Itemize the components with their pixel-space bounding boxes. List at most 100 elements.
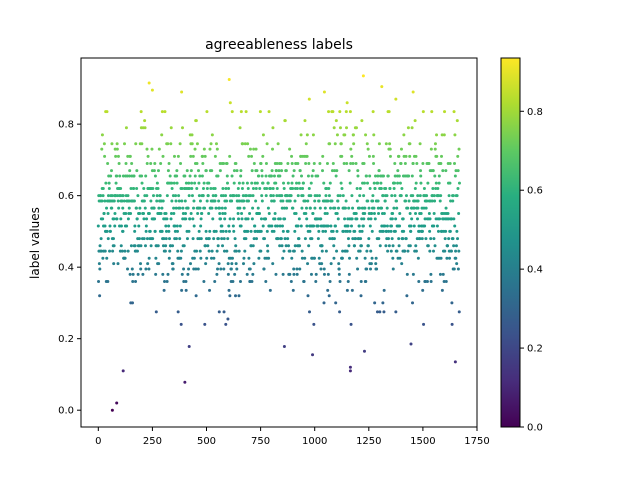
scatter-point xyxy=(364,133,368,137)
scatter-point xyxy=(363,212,367,216)
scatter-point xyxy=(100,147,104,151)
scatter-point xyxy=(212,256,216,260)
scatter-point xyxy=(254,199,258,203)
scatter-point xyxy=(167,161,171,165)
scatter-point xyxy=(312,161,316,165)
scatter-point xyxy=(404,154,408,158)
scatter-point xyxy=(414,244,418,248)
scatter-point xyxy=(397,154,401,158)
scatter-point xyxy=(452,217,456,221)
scatter-point xyxy=(285,194,289,198)
scatter-point xyxy=(217,199,221,203)
scatter-point xyxy=(323,206,327,210)
scatter-point xyxy=(121,174,125,178)
scatter-point xyxy=(166,272,170,276)
scatter-point xyxy=(184,217,188,221)
scatter-point xyxy=(266,249,270,253)
scatter-point xyxy=(371,194,375,198)
scatter-point xyxy=(447,194,451,198)
scatter-point xyxy=(381,229,385,233)
scatter-point xyxy=(326,272,330,276)
y-axis: 0.0 0.2 0.4 0.6 0.8 xyxy=(58,120,81,417)
scatter-point xyxy=(391,244,395,248)
x-tick-label: 1500 xyxy=(410,436,435,447)
scatter-point xyxy=(184,212,188,216)
scatter-point xyxy=(377,169,381,173)
scatter-point xyxy=(242,262,246,266)
scatter-point xyxy=(232,229,236,233)
scatter-point xyxy=(213,154,217,158)
scatter-point xyxy=(235,194,239,198)
scatter-point xyxy=(255,181,259,185)
scatter-point xyxy=(140,174,144,178)
scatter-point xyxy=(206,244,210,248)
scatter-point xyxy=(237,181,241,185)
scatter-point xyxy=(322,267,326,271)
scatter-point xyxy=(291,187,295,191)
scatter-point xyxy=(137,224,141,228)
scatter-point xyxy=(143,119,147,123)
scatter-point xyxy=(234,249,238,253)
scatter-point xyxy=(343,206,347,210)
scatter-point xyxy=(172,206,176,210)
scatter-point xyxy=(307,244,311,248)
scatter-point xyxy=(295,187,299,191)
scatter-point xyxy=(160,133,164,137)
scatter-point xyxy=(335,212,339,216)
scatter-point xyxy=(300,249,304,253)
scatter-point xyxy=(124,126,128,130)
y-tick-label: 0.0 xyxy=(58,406,74,417)
scatter-point xyxy=(108,249,112,253)
scatter-point xyxy=(332,237,336,241)
scatter-point xyxy=(116,154,120,158)
scatter-point xyxy=(393,194,397,198)
scatter-point xyxy=(232,217,236,221)
scatter-point xyxy=(310,174,314,178)
scatter-point xyxy=(150,88,154,92)
scatter-point xyxy=(320,249,324,253)
scatter-point xyxy=(142,217,146,221)
scatter-point xyxy=(239,224,243,228)
scatter-point xyxy=(301,181,305,185)
scatter-point xyxy=(347,206,351,210)
scatter-point xyxy=(371,199,375,203)
scatter-point xyxy=(368,224,372,228)
scatter-point xyxy=(178,206,182,210)
scatter-point xyxy=(201,187,205,191)
scatter-point xyxy=(157,206,161,210)
scatter-point xyxy=(384,187,388,191)
scatter-point xyxy=(286,237,290,241)
scatter-point xyxy=(312,322,316,326)
scatter-point xyxy=(147,267,151,271)
scatter-point xyxy=(216,267,220,271)
scatter-point xyxy=(452,267,456,271)
scatter-point xyxy=(400,187,404,191)
scatter-point xyxy=(296,194,300,198)
scatter-point xyxy=(201,154,205,158)
scatter-point xyxy=(431,187,435,191)
scatter-point xyxy=(433,199,437,203)
scatter-point xyxy=(105,110,109,114)
scatter-point xyxy=(444,229,448,233)
scatter-point xyxy=(433,174,437,178)
scatter-point xyxy=(303,199,307,203)
scatter-point xyxy=(327,187,331,191)
scatter-point xyxy=(318,161,322,165)
scatter-point xyxy=(413,187,417,191)
scatter-point xyxy=(411,272,415,276)
scatter-point xyxy=(412,224,416,228)
scatter-point xyxy=(110,408,114,412)
scatter-point xyxy=(141,272,145,276)
scatter-point xyxy=(363,256,367,260)
scatter-point xyxy=(320,262,324,266)
scatter-point xyxy=(139,267,143,271)
scatter-point xyxy=(367,217,371,221)
scatter-point xyxy=(401,237,405,241)
scatter-point xyxy=(258,212,262,216)
scatter-point xyxy=(132,187,136,191)
scatter-point xyxy=(245,194,249,198)
scatter-point xyxy=(105,206,109,210)
scatter-point xyxy=(246,187,250,191)
scatter-point xyxy=(219,267,223,271)
scatter-point xyxy=(144,224,148,228)
